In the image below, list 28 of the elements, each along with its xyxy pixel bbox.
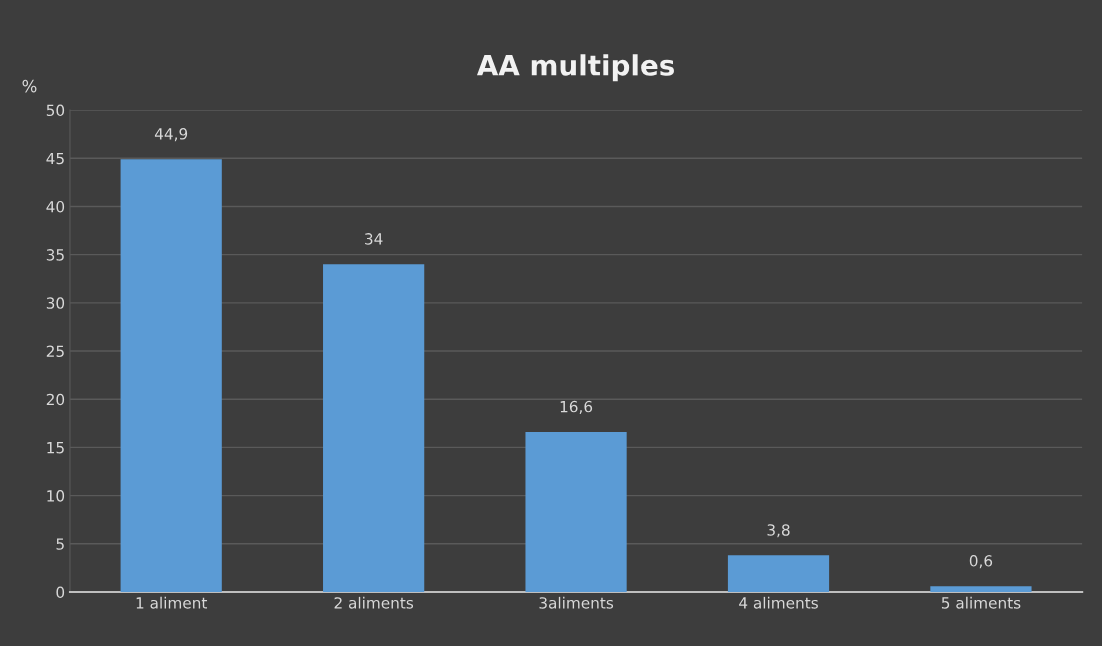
y-axis-title: %	[22, 79, 37, 93]
y-tick-label: 15	[47, 442, 64, 454]
y-tick-label: 5	[56, 538, 64, 550]
x-tick-label: 4 aliments	[739, 596, 818, 609]
y-tick-label: 45	[46, 152, 64, 165]
x-tick-label: 2 aliments	[334, 596, 414, 609]
bar	[930, 586, 1032, 592]
data-label: 3,8	[767, 524, 790, 538]
x-tick-label: 1 aliment	[136, 596, 208, 609]
bar	[727, 555, 830, 592]
y-tick-label: 30	[46, 297, 65, 309]
y-tick-label: 50	[46, 104, 65, 117]
data-label: 34	[365, 233, 383, 245]
bar	[525, 432, 627, 592]
data-label: 44,9	[154, 128, 188, 142]
y-tick-label: 10	[47, 490, 65, 502]
y-tick-label: 35	[46, 249, 64, 261]
bar	[323, 264, 425, 592]
chart-title: AA multiples	[476, 54, 674, 82]
y-tick-label: 0	[56, 586, 65, 599]
x-tick-label: 3aliments	[539, 596, 614, 609]
y-tick-label: 20	[46, 393, 65, 406]
data-label: 0,6	[969, 555, 993, 569]
y-tick-label: 40	[46, 200, 65, 213]
data-label: 16,6	[560, 400, 593, 414]
x-tick-label: 5 aliments	[941, 596, 1021, 609]
y-tick-label: 25	[46, 345, 64, 358]
bar	[120, 159, 222, 592]
